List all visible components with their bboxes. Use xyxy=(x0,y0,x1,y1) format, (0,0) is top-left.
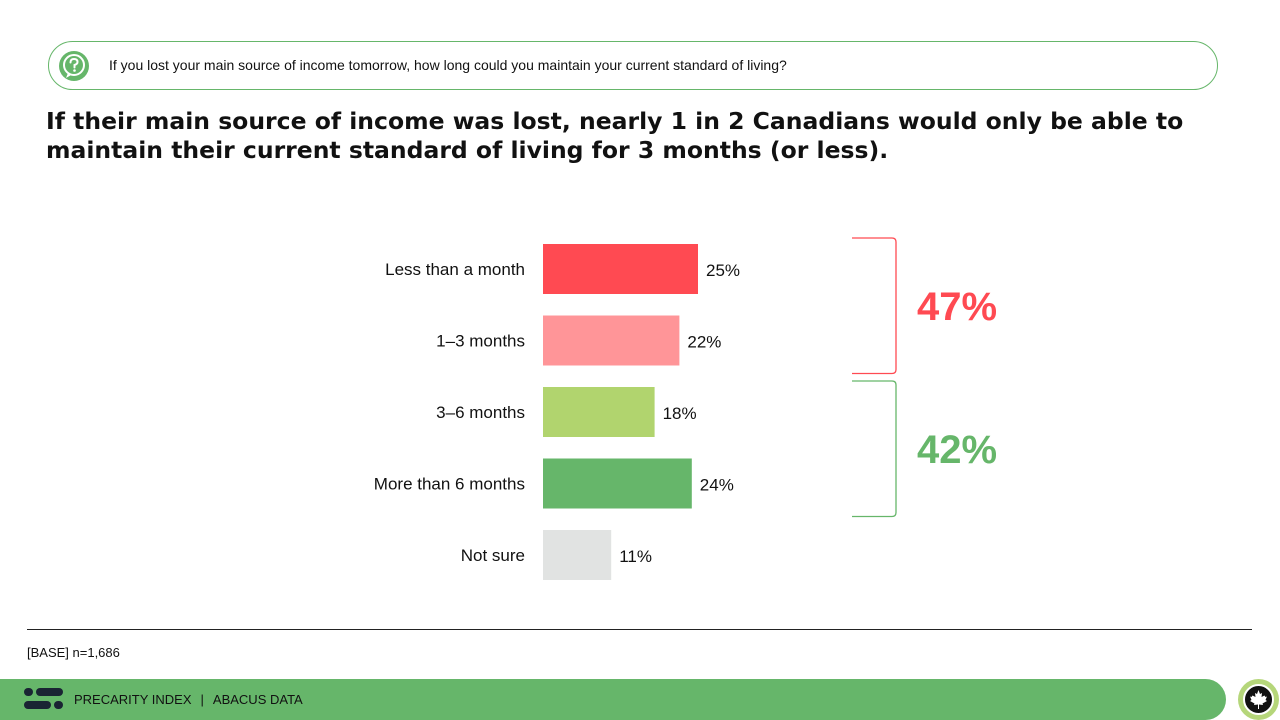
group-bracket xyxy=(852,380,897,518)
footer-right-label: ABACUS DATA xyxy=(212,692,303,707)
value-label: 25% xyxy=(706,261,740,280)
category-label: More than 6 months xyxy=(374,475,525,494)
bar xyxy=(543,530,612,580)
base-note: [BASE] n=1,686 xyxy=(27,645,120,660)
abacus-logo-icon xyxy=(24,688,63,709)
value-label: 11% xyxy=(619,547,652,566)
value-label: 24% xyxy=(700,476,734,495)
category-label: 1–3 months xyxy=(436,332,525,351)
bar xyxy=(543,387,655,437)
footer-text: PRECARITY INDEX | ABACUS DATA xyxy=(74,692,303,707)
question-box: If you lost your main source of income t… xyxy=(48,41,1218,90)
group-bracket xyxy=(852,237,897,375)
bar xyxy=(543,315,680,366)
bar-chart: Less than a month 25% 1–3 months 22% 3–6 mon… xyxy=(374,237,997,580)
footer-bar: PRECARITY INDEX | ABACUS DATA xyxy=(0,679,1226,720)
footer-left-label: PRECARITY INDEX xyxy=(74,692,192,707)
group-total-label: 47% xyxy=(917,285,997,329)
headline: If their main source of income was lost,… xyxy=(46,107,1184,164)
question-icon xyxy=(59,51,89,81)
footer-separator: | xyxy=(200,692,204,707)
category-label: 3–6 months xyxy=(436,403,525,422)
category-label: Not sure xyxy=(461,546,525,565)
category-label: Less than a month xyxy=(385,260,525,279)
value-label: 18% xyxy=(663,404,697,423)
value-label: 22% xyxy=(687,333,721,352)
group-total-label: 42% xyxy=(917,428,997,472)
bar xyxy=(543,244,698,294)
bar xyxy=(543,458,692,509)
maple-leaf-icon xyxy=(1243,684,1274,715)
question-text: If you lost your main source of income t… xyxy=(109,57,787,73)
footer-divider xyxy=(27,629,1252,630)
maple-leaf-badge xyxy=(1238,679,1279,720)
